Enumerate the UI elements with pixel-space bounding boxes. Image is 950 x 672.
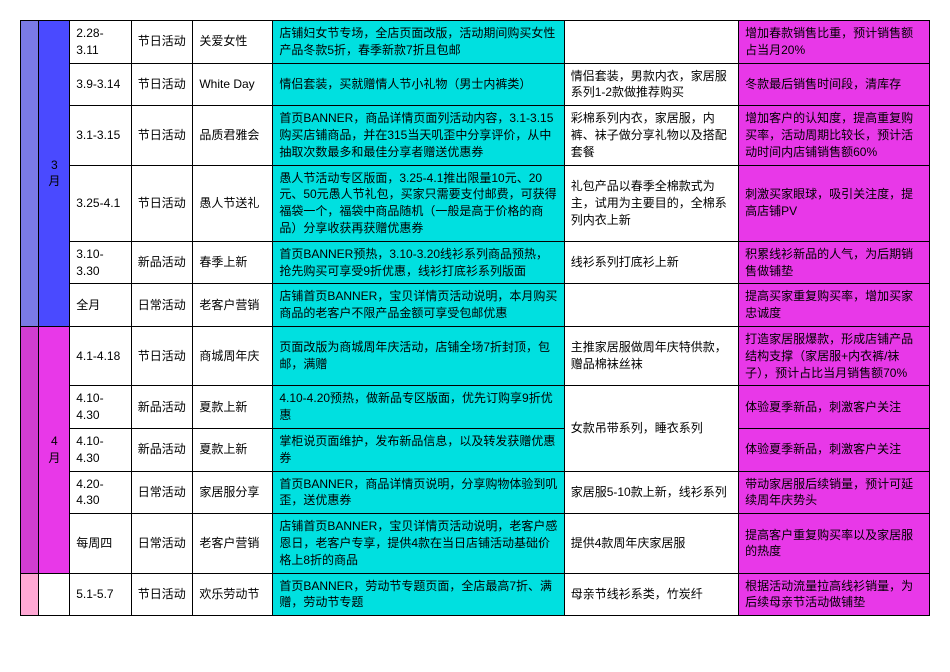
- month-color-cell: [21, 21, 39, 327]
- cell-prod: 家居服5-10款上新，线衫系列: [564, 471, 738, 514]
- cell-goal: 体验夏季新品，刺激客户关注: [739, 386, 930, 429]
- cell-desc: 情侣套装，买就赠情人节小礼物（男士内裤类）: [273, 63, 564, 106]
- cell-date: 4.10-4.30: [70, 386, 132, 429]
- cell-goal: 增加客户的认知度，提高重复购买率，活动周期比较长，预计活动时间内店铺销售额60%: [739, 106, 930, 165]
- cell-date: 每周四: [70, 514, 132, 573]
- cell-desc: 首页BANNER，商品详情页说明，分享购物体验到叽歪，送优惠券: [273, 471, 564, 514]
- cell-type: 节日活动: [131, 165, 193, 241]
- cell-date: 5.1-5.7: [70, 573, 132, 616]
- table-row: 3月2.28-3.11节日活动关爱女性店铺妇女节专场，全店页面改版，活动期间购买…: [21, 21, 930, 64]
- cell-desc: 店铺首页BANNER，宝贝详情页活动说明，本月购买商品的老客户不限产品金额可享受…: [273, 284, 564, 327]
- cell-name: White Day: [193, 63, 273, 106]
- table-row: 4.20-4.30日常活动家居服分享首页BANNER，商品详情页说明，分享购物体…: [21, 471, 930, 514]
- table-row: 4.10-4.30新品活动夏款上新掌柜说页面维护，发布新品信息，以及转发获赠优惠…: [21, 428, 930, 471]
- table-row: 每周四日常活动老客户营销店铺首页BANNER，宝贝详情页活动说明，老客户感恩日，…: [21, 514, 930, 573]
- table-row: 3.1-3.15节日活动品质君雅会首页BANNER，商品详情页面列活动内容，3.…: [21, 106, 930, 165]
- cell-date: 4.20-4.30: [70, 471, 132, 514]
- cell-desc: 首页BANNER预热，3.10-3.20线衫系列商品预热，抢先购买可享受9折优惠…: [273, 241, 564, 284]
- cell-name: 关爱女性: [193, 21, 273, 64]
- cell-name: 商城周年庆: [193, 326, 273, 385]
- cell-prod: [564, 284, 738, 327]
- cell-prod: 线衫系列打底衫上新: [564, 241, 738, 284]
- cell-desc: 4.10-4.20预热，做新品专区版面，优先订购享9折优惠: [273, 386, 564, 429]
- table-row: 3.25-4.1节日活动愚人节送礼愚人节活动专区版面，3.25-4.1推出限量1…: [21, 165, 930, 241]
- cell-date: 4.1-4.18: [70, 326, 132, 385]
- cell-prod: 情侣套装，男款内衣，家居服系列1-2款做推荐购买: [564, 63, 738, 106]
- cell-goal: 体验夏季新品，刺激客户关注: [739, 428, 930, 471]
- cell-desc: 店铺妇女节专场，全店页面改版，活动期间购买女性产品冬款5折，春季新款7折且包邮: [273, 21, 564, 64]
- cell-desc: 店铺首页BANNER，宝贝详情页活动说明，老客户感恩日，老客户专享，提供4款在当…: [273, 514, 564, 573]
- table-row: 4月4.1-4.18节日活动商城周年庆页面改版为商城周年庆活动，店铺全场7折封顶…: [21, 326, 930, 385]
- cell-desc: 掌柜说页面维护，发布新品信息，以及转发获赠优惠券: [273, 428, 564, 471]
- month-label-cell: 3月: [39, 21, 70, 327]
- cell-type: 节日活动: [131, 326, 193, 385]
- cell-type: 节日活动: [131, 106, 193, 165]
- cell-name: 夏款上新: [193, 386, 273, 429]
- cell-date: 4.10-4.30: [70, 428, 132, 471]
- cell-type: 新品活动: [131, 386, 193, 429]
- month-color-cell: [21, 326, 39, 573]
- cell-type: 日常活动: [131, 284, 193, 327]
- cell-prod: 母亲节线衫系类，竹炭纤: [564, 573, 738, 616]
- month-color-cell: [21, 573, 39, 616]
- cell-type: 新品活动: [131, 241, 193, 284]
- cell-prod: 礼包产品以春季全棉款式为主，试用为主要目的，全棉系列内衣上新: [564, 165, 738, 241]
- cell-type: 节日活动: [131, 573, 193, 616]
- cell-goal: 冬款最后销售时间段，清库存: [739, 63, 930, 106]
- cell-name: 品质君雅会: [193, 106, 273, 165]
- cell-type: 日常活动: [131, 471, 193, 514]
- cell-name: 老客户营销: [193, 514, 273, 573]
- cell-goal: 增加春款销售比重，预计销售额占当月20%: [739, 21, 930, 64]
- cell-name: 夏款上新: [193, 428, 273, 471]
- cell-prod: 提供4款周年庆家居服: [564, 514, 738, 573]
- cell-prod: [564, 21, 738, 64]
- cell-date: 3.25-4.1: [70, 165, 132, 241]
- cell-name: 欢乐劳动节: [193, 573, 273, 616]
- cell-desc: 首页BANNER，商品详情页面列活动内容，3.1-3.15购买店铺商品，并在31…: [273, 106, 564, 165]
- cell-type: 日常活动: [131, 514, 193, 573]
- cell-goal: 刺激买家眼球，吸引关注度，提高店铺PV: [739, 165, 930, 241]
- table-row: 3.10-3.30新品活动春季上新首页BANNER预热，3.10-3.20线衫系…: [21, 241, 930, 284]
- cell-name: 老客户营销: [193, 284, 273, 327]
- cell-date: 3.9-3.14: [70, 63, 132, 106]
- table-row: 5.1-5.7节日活动欢乐劳动节首页BANNER，劳动节专题页面，全店最高7折、…: [21, 573, 930, 616]
- cell-goal: 打造家居服爆款，形成店铺产品结构支撑（家居服+内衣裤/袜子），预计占比当月销售额…: [739, 326, 930, 385]
- cell-type: 节日活动: [131, 63, 193, 106]
- cell-goal: 带动家居服后续销量，预计可延续周年庆势头: [739, 471, 930, 514]
- table-row: 4.10-4.30新品活动夏款上新4.10-4.20预热，做新品专区版面，优先订…: [21, 386, 930, 429]
- cell-date: 全月: [70, 284, 132, 327]
- cell-date: 3.10-3.30: [70, 241, 132, 284]
- cell-prod: 女款吊带系列，睡衣系列: [564, 386, 738, 471]
- cell-goal: 提高买家重复购买率，增加买家忠诚度: [739, 284, 930, 327]
- cell-type: 节日活动: [131, 21, 193, 64]
- cell-name: 春季上新: [193, 241, 273, 284]
- cell-prod: 彩棉系列内衣，家居服，内裤、袜子做分享礼物以及搭配套餐: [564, 106, 738, 165]
- cell-prod: 主推家居服做周年庆特供款，赠品棉袜丝袜: [564, 326, 738, 385]
- cell-goal: 提高客户重复购买率以及家居服的热度: [739, 514, 930, 573]
- activity-plan-table: 3月2.28-3.11节日活动关爱女性店铺妇女节专场，全店页面改版，活动期间购买…: [20, 20, 930, 616]
- month-label-cell: 4月: [39, 326, 70, 573]
- cell-name: 家居服分享: [193, 471, 273, 514]
- month-label-cell: [39, 573, 70, 616]
- cell-date: 2.28-3.11: [70, 21, 132, 64]
- cell-date: 3.1-3.15: [70, 106, 132, 165]
- cell-goal: 积累线衫新品的人气，为后期销售做铺垫: [739, 241, 930, 284]
- cell-goal: 根据活动流量拉高线衫销量，为后续母亲节活动做铺垫: [739, 573, 930, 616]
- cell-name: 愚人节送礼: [193, 165, 273, 241]
- cell-desc: 页面改版为商城周年庆活动，店铺全场7折封顶，包邮，满赠: [273, 326, 564, 385]
- cell-type: 新品活动: [131, 428, 193, 471]
- cell-desc: 愚人节活动专区版面，3.25-4.1推出限量10元、20元、50元愚人节礼包，买…: [273, 165, 564, 241]
- cell-desc: 首页BANNER，劳动节专题页面，全店最高7折、满赠，劳动节专题: [273, 573, 564, 616]
- table-row: 3.9-3.14节日活动White Day情侣套装，买就赠情人节小礼物（男士内裤…: [21, 63, 930, 106]
- table-row: 全月日常活动老客户营销店铺首页BANNER，宝贝详情页活动说明，本月购买商品的老…: [21, 284, 930, 327]
